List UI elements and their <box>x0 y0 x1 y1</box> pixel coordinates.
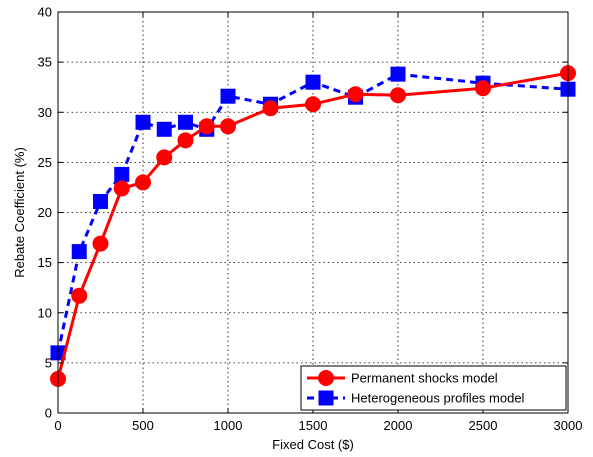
data-point <box>305 96 321 113</box>
x-tick-label: 0 <box>54 418 61 433</box>
data-point <box>135 114 151 130</box>
legend-marker <box>318 370 334 386</box>
data-point <box>262 100 279 117</box>
y-tick-label: 30 <box>38 105 52 120</box>
data-point <box>177 132 194 149</box>
legend-marker <box>318 390 334 406</box>
y-tick-label: 20 <box>38 205 52 220</box>
data-point <box>71 287 88 304</box>
legend-item: Permanent shocks model <box>307 370 498 386</box>
y-tick-label: 10 <box>38 305 52 320</box>
data-point <box>156 121 172 137</box>
legend-box <box>300 365 567 411</box>
data-point <box>305 74 321 90</box>
legend-label: Permanent shocks model <box>351 371 498 386</box>
x-tick-label: 2000 <box>384 418 413 433</box>
legend: Permanent shocks model Heterogeneous prof… <box>300 365 567 411</box>
grid <box>58 12 568 413</box>
series-line <box>56 71 569 380</box>
data-point <box>93 193 108 209</box>
data-point <box>114 166 130 182</box>
data-point <box>135 174 151 191</box>
data-point <box>92 235 109 252</box>
series-layer <box>50 65 576 387</box>
y-tick-label: 40 <box>38 5 52 20</box>
x-tick-label: 1500 <box>299 418 328 433</box>
x-axis-title: Fixed Cost ($) <box>272 437 354 452</box>
data-point <box>156 149 173 166</box>
data-point <box>71 244 87 260</box>
y-tick-label: 5 <box>45 355 52 370</box>
series-permanent-shocks <box>50 65 576 387</box>
x-tick-label: 3000 <box>554 418 583 433</box>
data-point <box>220 88 236 104</box>
data-point <box>390 87 406 104</box>
legend-item: Heterogeneous profiles model <box>307 390 525 406</box>
data-point <box>475 80 491 97</box>
tick-labels: 0 500 1000 1500 2000 2500 3000 0 5 10 15 20 25 30 35 40 <box>38 5 583 434</box>
data-point <box>178 114 193 130</box>
y-tick-label: 15 <box>38 255 52 270</box>
data-point <box>390 66 406 82</box>
data-point <box>113 180 130 197</box>
data-point <box>198 118 215 135</box>
y-tick-label: 0 <box>45 406 52 421</box>
legend-label: Heterogeneous profiles model <box>351 391 525 406</box>
y-tick-label: 35 <box>38 55 52 70</box>
data-point <box>347 86 364 103</box>
y-axis-title: Rebate Coefficient (%) <box>12 147 27 278</box>
data-point <box>220 118 236 135</box>
x-tick-label: 1000 <box>214 418 243 433</box>
axis-ticks <box>57 11 569 414</box>
x-tick-label: 500 <box>132 418 154 433</box>
y-tick-label: 25 <box>38 155 52 170</box>
x-tick-label: 2500 <box>469 418 498 433</box>
